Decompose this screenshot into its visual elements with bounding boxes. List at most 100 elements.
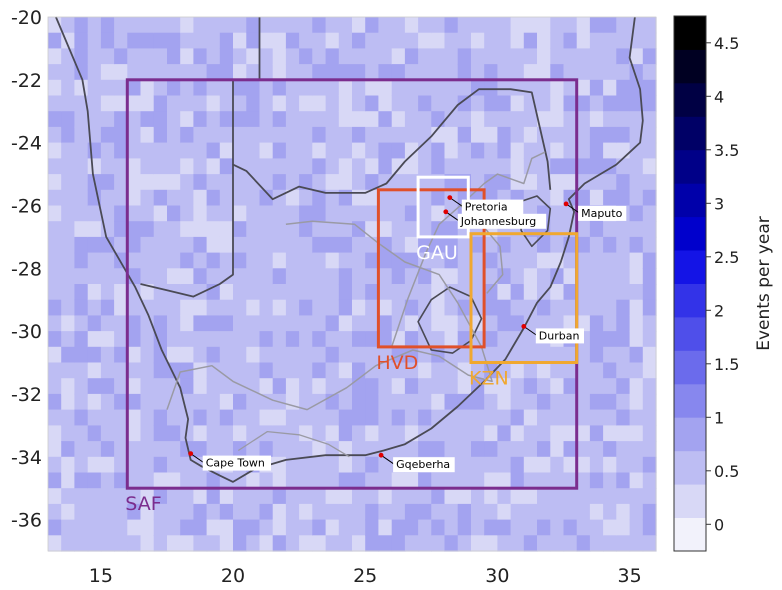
- heat-cell: [312, 503, 327, 521]
- city-leader-maputo: [565, 203, 580, 214]
- heat-cell: [484, 142, 498, 159]
- heat-cell: [537, 189, 551, 207]
- heat-cell: [114, 284, 128, 301]
- heat-cell: [418, 205, 432, 222]
- heat-cell: [444, 95, 459, 112]
- heat-cell: [299, 79, 313, 97]
- heat-cell: [246, 535, 261, 552]
- heat-cell: [629, 456, 644, 474]
- heat-cell: [563, 378, 578, 395]
- heat-cell: [378, 331, 393, 348]
- heat-cell: [616, 174, 631, 191]
- heat-cell: [537, 503, 551, 521]
- heat-cell: [510, 236, 525, 254]
- heat-cell: [114, 315, 128, 332]
- heat-cell: [510, 111, 525, 128]
- heat-cell: [206, 48, 221, 65]
- heat-cell: [100, 79, 115, 97]
- heat-cell: [431, 393, 446, 411]
- heat-cell: [193, 268, 208, 285]
- heat-cell: [180, 315, 194, 332]
- heat-cell: [74, 17, 89, 34]
- heat-cell: [418, 378, 432, 395]
- colorbar-segment: [674, 216, 706, 251]
- heat-cell: [233, 488, 247, 505]
- heat-cell: [642, 111, 657, 128]
- heat-cell: [74, 425, 89, 442]
- heat-cell: [391, 126, 406, 144]
- heat-cell: [167, 425, 181, 442]
- heat-cell: [629, 299, 644, 316]
- heat-cell: [180, 503, 194, 521]
- heat-cell: [74, 126, 89, 144]
- heat-cell: [74, 48, 89, 65]
- heat-cell: [563, 79, 578, 97]
- heat-cell: [48, 331, 62, 348]
- heat-cell: [127, 519, 142, 536]
- heat-cell: [616, 284, 631, 301]
- heat-cell: [563, 409, 578, 426]
- heat-cell: [629, 409, 644, 426]
- heat-cell: [206, 142, 221, 159]
- heat-cell: [153, 142, 168, 159]
- heat-cell: [272, 456, 287, 474]
- heat-cell: [404, 378, 419, 395]
- heat-cell: [471, 519, 485, 536]
- heat-cell: [153, 488, 168, 505]
- heat-cell: [153, 205, 168, 222]
- heat-cell: [259, 284, 274, 301]
- heat-cell: [127, 111, 142, 128]
- heat-cell: [140, 17, 155, 34]
- heat-cell: [589, 456, 604, 474]
- heat-cell: [431, 409, 446, 426]
- heat-cell: [550, 252, 565, 269]
- heat-cell: [338, 221, 353, 238]
- heat-cell: [589, 315, 604, 332]
- heat-cell: [246, 205, 261, 222]
- heat-cell: [576, 95, 591, 112]
- heat-cell: [312, 425, 327, 442]
- heat-cell: [563, 456, 578, 474]
- heat-cell: [153, 174, 168, 191]
- heat-cell: [418, 142, 432, 159]
- heat-cell: [642, 393, 657, 411]
- heat-cell: [87, 488, 102, 505]
- heat-cell: [100, 126, 115, 144]
- heat-cell: [140, 111, 155, 128]
- heat-cell: [325, 346, 340, 364]
- heat-cell: [100, 205, 115, 222]
- colorbar-tick-label: 1.5: [714, 355, 739, 374]
- heat-cell: [497, 409, 512, 426]
- y-tick-label-34: -34: [11, 447, 42, 469]
- heat-cell: [100, 268, 115, 285]
- heat-cell: [352, 268, 366, 285]
- x-tick-label-20: 20: [221, 565, 245, 587]
- heat-cell: [589, 17, 604, 34]
- heat-cell: [642, 519, 657, 536]
- heat-cell: [457, 519, 472, 536]
- heat-cell: [312, 472, 327, 489]
- heat-cell: [246, 17, 261, 34]
- heat-cell: [510, 142, 525, 159]
- city-marker-durban: [521, 324, 527, 329]
- heat-cell: [523, 519, 538, 536]
- heat-cell: [550, 519, 565, 536]
- heat-cell: [48, 378, 62, 395]
- heat-cell: [642, 488, 657, 505]
- heat-cell: [603, 142, 617, 159]
- heat-cell: [114, 393, 128, 411]
- heat-cell: [285, 174, 300, 191]
- heat-cell: [352, 393, 366, 411]
- heat-cell: [312, 315, 327, 332]
- heat-cell: [391, 503, 406, 521]
- heat-cell: [550, 64, 565, 81]
- heat-cell: [48, 79, 62, 97]
- heat-cell: [180, 331, 194, 348]
- heat-cell: [523, 126, 538, 144]
- heat-cell: [537, 535, 551, 552]
- heat-cell: [167, 409, 181, 426]
- heat-cell: [127, 64, 142, 81]
- heat-cell: [444, 299, 459, 316]
- heat-cell: [550, 95, 565, 112]
- colorbar-segment: [674, 350, 706, 385]
